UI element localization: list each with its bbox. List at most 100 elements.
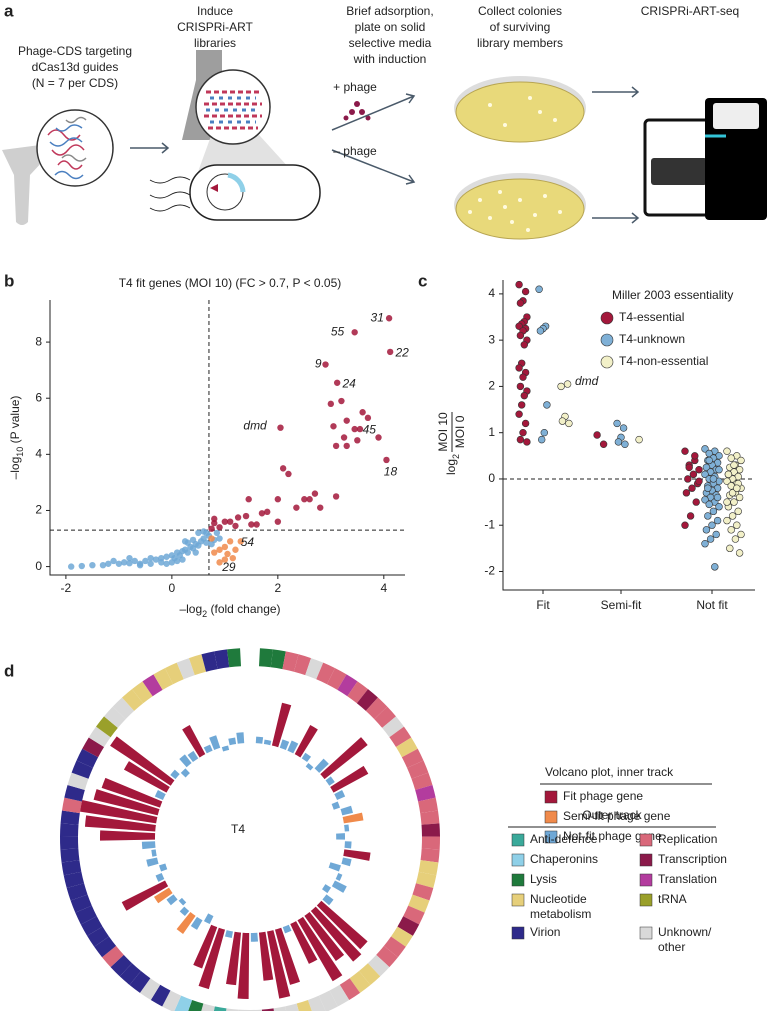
outer-segment — [339, 978, 361, 1001]
point — [173, 557, 181, 565]
point — [99, 561, 107, 569]
point — [181, 538, 189, 545]
point — [519, 373, 527, 381]
point — [516, 382, 525, 391]
inner-bar — [320, 737, 368, 780]
outer-segment — [349, 971, 371, 993]
legend-label: T4-unknown — [619, 332, 685, 346]
point — [686, 512, 695, 520]
outer-segment — [226, 1008, 239, 1011]
legend-title: Outer track — [582, 808, 642, 822]
point — [226, 518, 234, 525]
y-axis-label-part: log — [444, 459, 458, 475]
outer-segment — [102, 945, 124, 968]
inner-bar — [228, 737, 237, 746]
point — [621, 440, 629, 448]
point — [126, 554, 133, 562]
legend-label: Unknown/other — [658, 925, 712, 954]
inner-bar — [267, 930, 291, 999]
outer-segment — [201, 651, 218, 672]
legend-label: Replication — [658, 832, 717, 846]
point — [715, 466, 723, 474]
inner-bar — [325, 776, 335, 786]
inner-bar — [314, 758, 329, 773]
outer-segment — [403, 905, 425, 925]
point — [195, 529, 202, 537]
inner-bar — [203, 913, 214, 925]
outer-segment — [76, 748, 99, 768]
inner-bar — [331, 880, 347, 893]
inner-bar — [340, 805, 353, 816]
inner-bar — [224, 930, 233, 938]
point — [221, 556, 229, 563]
point — [701, 540, 709, 548]
point — [515, 364, 523, 372]
outer-segment — [214, 649, 230, 670]
point — [695, 466, 703, 474]
point — [213, 529, 221, 537]
point — [734, 507, 742, 516]
inner-bar — [176, 911, 196, 934]
outer-segment — [71, 760, 93, 779]
point — [727, 454, 735, 462]
point — [105, 560, 112, 567]
point — [211, 549, 218, 556]
point — [733, 484, 741, 492]
point — [110, 557, 117, 565]
point — [735, 549, 744, 557]
outer-segment — [382, 716, 404, 738]
point — [189, 536, 197, 544]
colonies — [468, 96, 562, 232]
point — [208, 540, 215, 548]
point — [354, 437, 361, 444]
outer-segment — [305, 658, 324, 680]
outer-segment — [359, 963, 381, 985]
inner-bar — [330, 765, 369, 793]
outer-segment — [174, 995, 193, 1011]
point — [521, 287, 530, 296]
point — [351, 425, 358, 433]
legend-swatch — [639, 893, 653, 907]
point — [258, 510, 266, 517]
axis — [49, 300, 405, 576]
point — [519, 428, 527, 437]
point — [540, 428, 548, 437]
inner-bar — [344, 841, 352, 849]
inner-bar — [236, 732, 245, 744]
outer-segment — [176, 658, 195, 680]
point — [614, 438, 623, 446]
point — [277, 424, 284, 431]
y-axis-label: –log10 (P value) — [8, 396, 25, 480]
outer-segment — [415, 871, 437, 889]
point — [520, 391, 528, 400]
point — [229, 554, 236, 562]
outer-segment — [82, 737, 105, 758]
inner-bar — [141, 841, 156, 850]
point — [713, 493, 722, 502]
outer-segment — [188, 654, 207, 676]
inner-bar — [344, 824, 350, 832]
point — [301, 496, 308, 503]
legend-label: Chaperonins — [530, 852, 598, 866]
point — [356, 425, 364, 433]
point — [274, 496, 282, 503]
plasmid-gene — [210, 184, 218, 192]
point — [704, 484, 712, 492]
inner-bar — [209, 735, 221, 751]
point — [131, 557, 138, 565]
outer-segment — [356, 689, 378, 711]
point — [723, 447, 731, 455]
point — [724, 470, 733, 479]
y-tick-label: 0 — [35, 559, 42, 573]
point — [543, 401, 551, 409]
point — [338, 397, 345, 405]
step-text: CRISPRi-ART-seq — [641, 4, 739, 18]
step-text: CRISPRi-ART — [177, 20, 253, 34]
point — [681, 447, 689, 455]
point — [115, 560, 123, 567]
point — [385, 315, 393, 322]
outer-segment — [421, 823, 440, 837]
point — [221, 543, 229, 551]
step-text: selective media — [349, 36, 432, 50]
